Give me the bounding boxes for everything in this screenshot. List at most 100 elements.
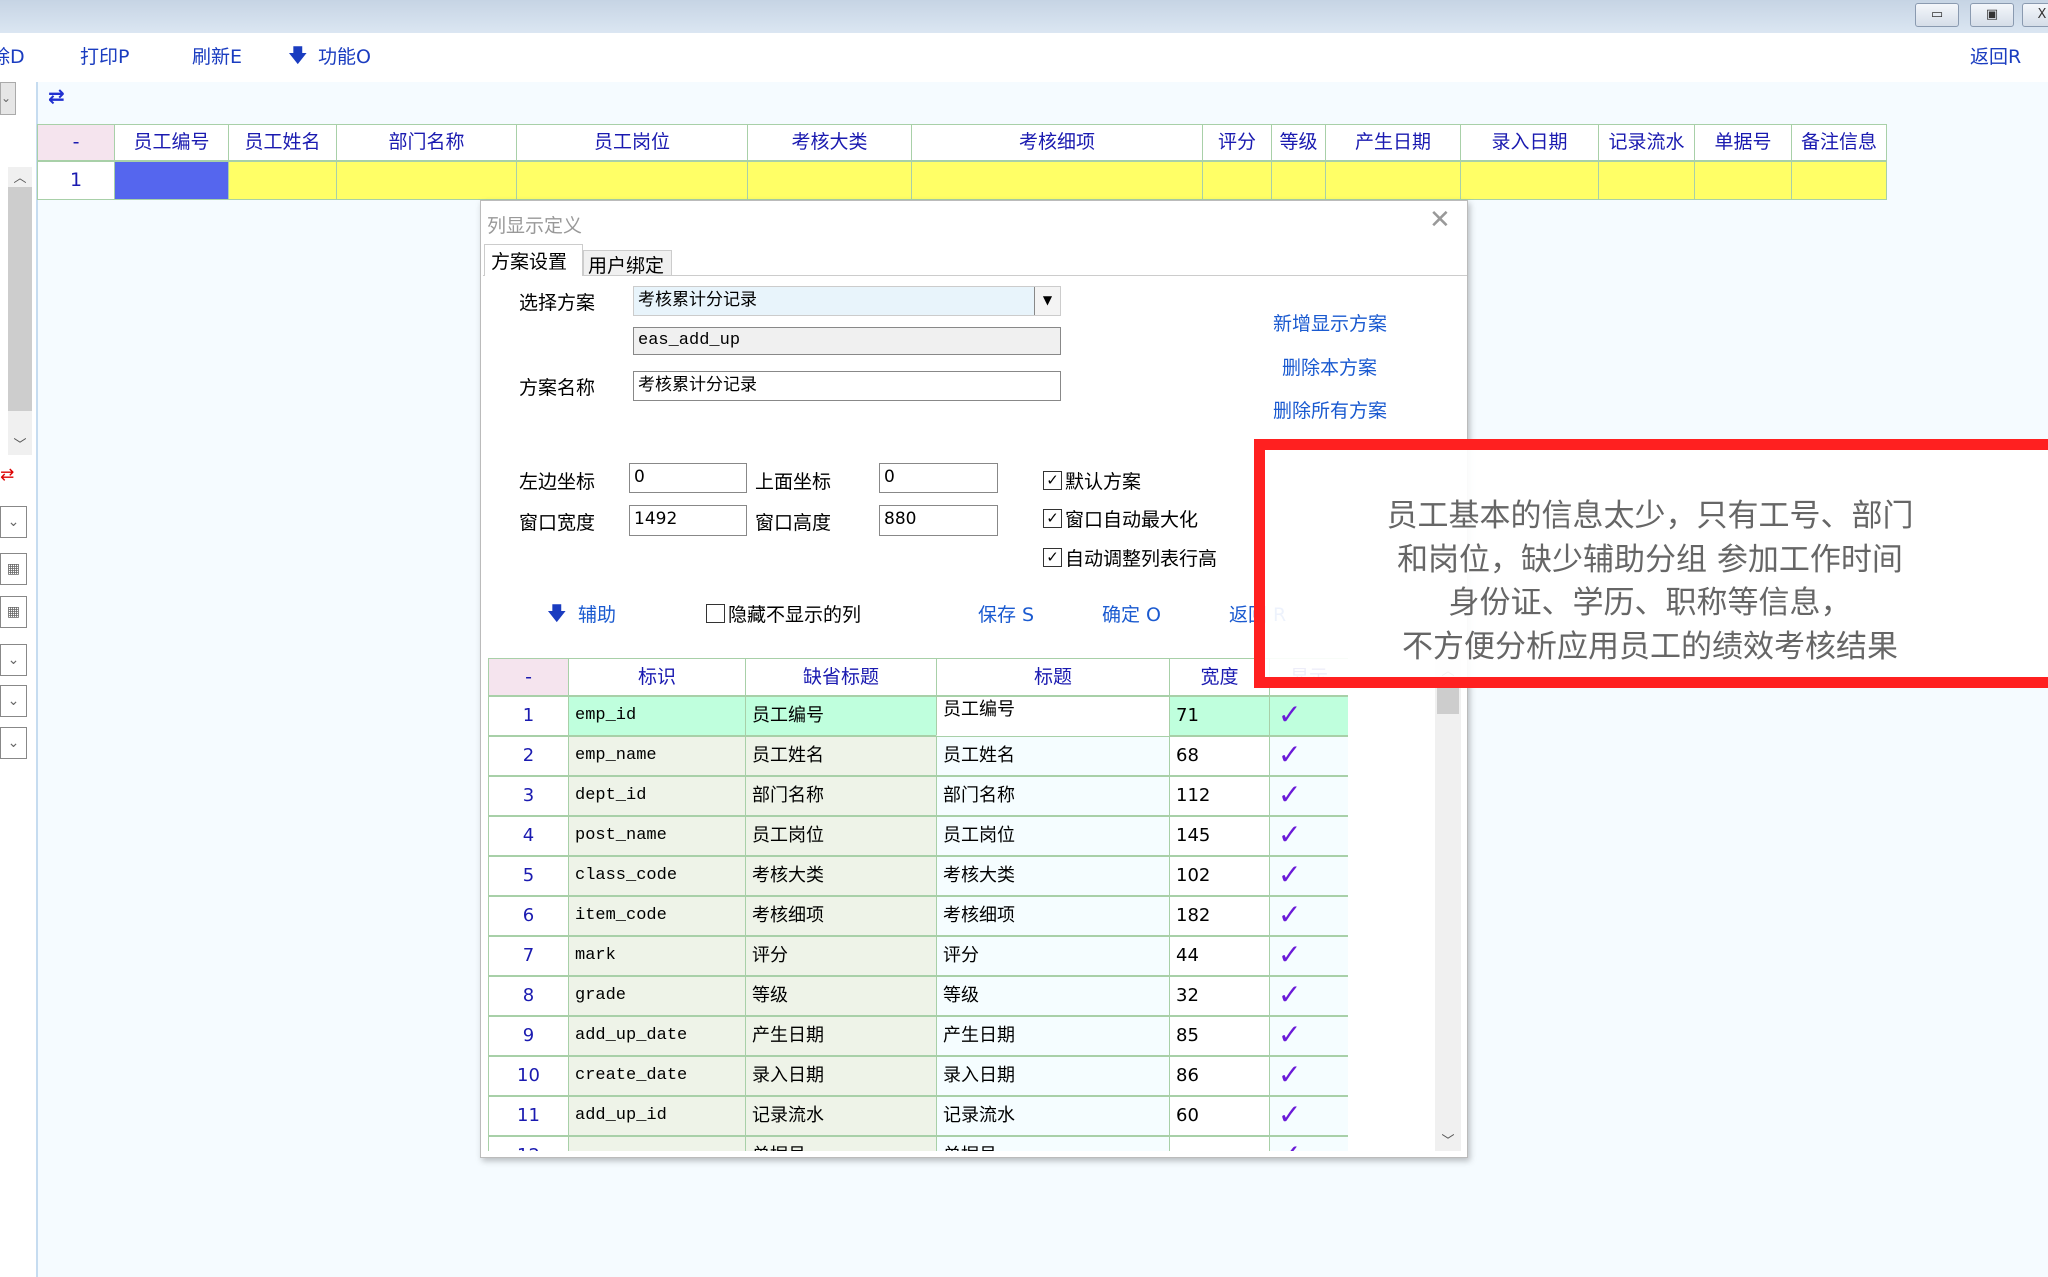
grid-column-header[interactable]: 部门名称 bbox=[336, 124, 517, 161]
grid-column-header[interactable]: 录入日期 bbox=[1460, 124, 1599, 161]
grid-cell[interactable] bbox=[1325, 161, 1461, 200]
grid-cell[interactable] bbox=[114, 161, 229, 200]
grid-column-header[interactable]: 产生日期 bbox=[1325, 124, 1461, 161]
side-dropdown[interactable]: ⌄ bbox=[0, 506, 27, 538]
grid-cell[interactable] bbox=[1460, 161, 1599, 200]
show-checkbox[interactable]: ✓ bbox=[1269, 736, 1348, 776]
table-cell[interactable]: 员工岗位 bbox=[936, 816, 1170, 856]
checkmark-icon[interactable]: ✓ bbox=[1278, 1018, 1302, 1051]
toolbar-print[interactable]: 打印P bbox=[80, 46, 130, 68]
swap-icon[interactable]: ⇄ bbox=[48, 84, 65, 108]
table-column-header[interactable]: 标识 bbox=[568, 658, 746, 696]
window-height-input[interactable]: 880 bbox=[879, 505, 998, 536]
add-scheme-link[interactable]: 新增显示方案 bbox=[1273, 313, 1388, 335]
close-button[interactable]: X bbox=[2022, 3, 2048, 27]
checkmark-icon[interactable]: ✓ bbox=[1278, 1098, 1302, 1131]
checkbox-unchecked-icon[interactable] bbox=[706, 604, 725, 623]
scheme-code-field[interactable]: eas_add_up bbox=[633, 327, 1061, 355]
calendar-icon[interactable]: ▦ bbox=[0, 596, 27, 628]
grid-column-header[interactable]: 记录流水 bbox=[1598, 124, 1695, 161]
grid-column-header[interactable]: 评分 bbox=[1202, 124, 1272, 161]
assist-button[interactable]: 辅助 bbox=[578, 604, 617, 626]
tab-scheme-settings[interactable]: 方案设置 bbox=[484, 244, 583, 276]
show-checkbox[interactable]: ✓ bbox=[1269, 776, 1348, 816]
table-column-header[interactable]: 标题 bbox=[936, 658, 1170, 696]
table-cell[interactable]: 68 bbox=[1169, 736, 1270, 776]
close-icon[interactable]: ✕ bbox=[1429, 205, 1451, 235]
table-cell[interactable]: 44 bbox=[1169, 936, 1270, 976]
table-cell[interactable]: 部门名称 bbox=[936, 776, 1170, 816]
grid-cell[interactable] bbox=[911, 161, 1203, 200]
table-cell[interactable] bbox=[1169, 1136, 1270, 1151]
show-checkbox[interactable]: ✓ bbox=[1269, 1136, 1348, 1151]
table-cell[interactable]: 112 bbox=[1169, 776, 1270, 816]
delete-all-schemes-link[interactable]: 删除所有方案 bbox=[1273, 400, 1388, 422]
window-width-input[interactable]: 1492 bbox=[629, 505, 747, 536]
calendar-icon[interactable]: ▦ bbox=[0, 553, 27, 585]
table-cell[interactable]: 录入日期 bbox=[936, 1056, 1170, 1096]
select-scheme-combo[interactable]: 考核累计分记录 ▼ bbox=[633, 286, 1061, 316]
checkbox-checked-icon[interactable]: ✓ bbox=[1043, 509, 1062, 528]
show-checkbox[interactable]: ✓ bbox=[1269, 976, 1348, 1016]
delete-scheme-link[interactable]: 删除本方案 bbox=[1282, 357, 1378, 379]
table-column-header[interactable]: 缺省标题 bbox=[745, 658, 937, 696]
table-scrollbar[interactable]: ︿ ﹀ bbox=[1435, 658, 1461, 1151]
side-dropdown[interactable]: ⌄ bbox=[0, 685, 27, 717]
grid-cell[interactable] bbox=[336, 161, 517, 200]
checkmark-icon[interactable]: ✓ bbox=[1278, 738, 1302, 771]
scroll-down-icon[interactable]: ﹀ bbox=[13, 438, 27, 453]
table-cell[interactable]: 考核细项 bbox=[936, 896, 1170, 936]
table-cell[interactable]: 182 bbox=[1169, 896, 1270, 936]
toolbar-return[interactable]: 返回R bbox=[1970, 46, 2022, 68]
left-coord-input[interactable]: 0 bbox=[629, 463, 747, 493]
table-cell[interactable]: 员工姓名 bbox=[936, 736, 1170, 776]
table-cell[interactable]: 60 bbox=[1169, 1096, 1270, 1136]
grid-cell[interactable] bbox=[1598, 161, 1695, 200]
grid-cell[interactable] bbox=[1271, 161, 1326, 200]
grid-cell[interactable] bbox=[228, 161, 337, 200]
checkbox-checked-icon[interactable]: ✓ bbox=[1043, 471, 1062, 490]
checkmark-icon[interactable]: ✓ bbox=[1278, 818, 1302, 851]
show-checkbox[interactable]: ✓ bbox=[1269, 696, 1348, 736]
restore-button[interactable]: ▣ bbox=[1970, 3, 2014, 27]
table-cell[interactable]: 145 bbox=[1169, 816, 1270, 856]
checkmark-icon[interactable]: ✓ bbox=[1278, 858, 1302, 891]
scroll-up-icon[interactable]: ︿ bbox=[13, 171, 27, 186]
table-cell[interactable]: 32 bbox=[1169, 976, 1270, 1016]
show-checkbox[interactable]: ✓ bbox=[1269, 1016, 1348, 1056]
toolbar-function[interactable]: 功能O bbox=[318, 46, 371, 68]
toolbar-delete[interactable]: 删除D bbox=[0, 46, 25, 68]
grid-corner[interactable]: - bbox=[37, 124, 115, 161]
show-checkbox[interactable]: ✓ bbox=[1269, 1056, 1348, 1096]
show-checkbox[interactable]: ✓ bbox=[1269, 936, 1348, 976]
grid-column-header[interactable]: 员工姓名 bbox=[228, 124, 337, 161]
table-cell[interactable]: 产生日期 bbox=[936, 1016, 1170, 1056]
save-button[interactable]: 保存 S bbox=[978, 604, 1035, 626]
checkmark-icon[interactable]: ✓ bbox=[1278, 1058, 1302, 1091]
show-checkbox[interactable]: ✓ bbox=[1269, 856, 1348, 896]
checkmark-icon[interactable]: ✓ bbox=[1278, 698, 1302, 731]
grid-column-header[interactable]: 考核细项 bbox=[911, 124, 1203, 161]
show-checkbox[interactable]: ✓ bbox=[1269, 816, 1348, 856]
scroll-thumb[interactable] bbox=[8, 187, 32, 411]
hide-columns-checkbox[interactable]: 隐藏不显示的列 bbox=[706, 600, 861, 627]
tab-user-binding[interactable]: 用户绑定 bbox=[583, 250, 672, 277]
minimize-button[interactable]: ▭ bbox=[1915, 3, 1959, 27]
scheme-name-input[interactable]: 考核累计分记录 bbox=[633, 371, 1061, 401]
chevron-down-icon[interactable]: ▼ bbox=[1034, 287, 1060, 315]
grid-column-header[interactable]: 员工编号 bbox=[114, 124, 229, 161]
grid-column-header[interactable]: 备注信息 bbox=[1791, 124, 1887, 161]
table-cell[interactable]: 85 bbox=[1169, 1016, 1270, 1056]
checkmark-icon[interactable]: ✓ bbox=[1278, 898, 1302, 931]
swap-icon[interactable]: ⇄ bbox=[0, 465, 15, 485]
table-cell[interactable]: 员工编号 bbox=[936, 696, 1170, 736]
table-cell[interactable]: 102 bbox=[1169, 856, 1270, 896]
grid-column-header[interactable]: 等级 bbox=[1271, 124, 1326, 161]
show-checkbox[interactable]: ✓ bbox=[1269, 1096, 1348, 1136]
checkmark-icon[interactable]: ✓ bbox=[1278, 778, 1302, 811]
table-cell[interactable]: 等级 bbox=[936, 976, 1170, 1016]
grid-column-header[interactable]: 考核大类 bbox=[747, 124, 912, 161]
table-cell[interactable]: 86 bbox=[1169, 1056, 1270, 1096]
ok-button[interactable]: 确定 O bbox=[1102, 604, 1161, 626]
table-cell[interactable]: 记录流水 bbox=[936, 1096, 1170, 1136]
